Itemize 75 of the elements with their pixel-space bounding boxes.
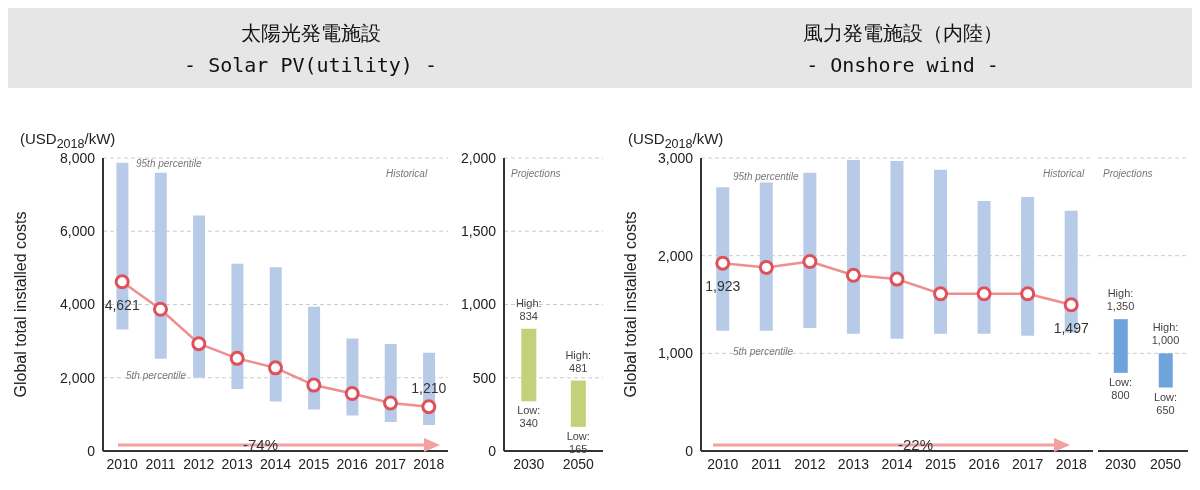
y-tick-label: 3,000	[657, 149, 694, 166]
x-tick-label: 2018	[1055, 455, 1087, 472]
annotation: Low: 340	[516, 404, 542, 431]
annotation: Historical	[386, 168, 428, 179]
y-tick-label: 8,000	[59, 149, 96, 166]
annotation: Projections	[1103, 168, 1153, 179]
data-label: 4,621	[104, 296, 140, 313]
x-tick-label: 2013	[837, 455, 870, 472]
x-tick-label: 2030	[513, 455, 545, 472]
x-tick-label: 2017	[1012, 455, 1044, 472]
data-label: 1,497	[1053, 319, 1089, 336]
annotation: Projections	[511, 168, 561, 179]
x-tick-label: 2011	[751, 455, 782, 472]
bar	[846, 159, 860, 334]
annotation: 5th percentile	[733, 346, 794, 357]
chart-title: 風力発電施設（内陸）	[801, 21, 1004, 46]
x-tick-label: 2017	[374, 455, 407, 472]
bar	[1021, 197, 1035, 336]
x-tick-label: 2011	[145, 455, 176, 472]
x-tick-label: 2030	[1104, 455, 1137, 472]
y-tick-label: 1,500	[460, 223, 497, 240]
annotation: -74%	[243, 436, 279, 453]
bar	[977, 200, 991, 334]
annotation: 95th percentile	[733, 171, 799, 182]
annotation: High: 481	[564, 348, 593, 375]
x-tick-label: 2015	[924, 455, 957, 472]
x-tick-label: 2012	[794, 455, 826, 472]
annotation: Low: 800	[1107, 375, 1134, 402]
x-tick-label: 2016	[968, 455, 1000, 472]
bar	[803, 172, 817, 328]
annotation: High: 1,350	[1105, 287, 1136, 314]
x-tick-label: 2014	[881, 455, 913, 472]
y-tick-label: 1,000	[657, 345, 694, 362]
text: (USD$_{2018}$/kW)	[628, 130, 724, 151]
y-axis-title: Global total installed costs	[11, 211, 29, 398]
chart-subtitle: - Onshore wind -	[805, 53, 1000, 77]
annotation: Historical	[1043, 168, 1085, 179]
chart-title: 太陽光発電施設	[239, 21, 382, 46]
text: (USD$_{2018}$/kW)	[20, 130, 116, 151]
data-label: 1,210	[411, 379, 447, 396]
bar	[269, 267, 282, 402]
annotation: High: 1,000	[1150, 321, 1181, 348]
y-tick-label: 0	[488, 442, 497, 459]
annotation: 5th percentile	[126, 370, 187, 381]
y-axis-title: Global total installed costs	[621, 211, 639, 398]
annotation: 95th percentile	[136, 158, 202, 169]
y-tick-label: 2,000	[59, 369, 96, 386]
annotation: Low: 650	[1152, 390, 1179, 417]
bar	[759, 182, 773, 331]
x-tick-label: 2010	[106, 455, 138, 472]
annotation: -22%	[898, 436, 934, 453]
x-tick-label: 2050	[1149, 455, 1182, 472]
x-tick-label: 2010	[707, 455, 739, 472]
y-tick-label: 4,000	[59, 296, 96, 313]
bar	[890, 160, 904, 339]
y-tick-label: 1,000	[460, 296, 497, 313]
bar	[934, 169, 948, 334]
y-tick-label: 2,000	[657, 247, 694, 264]
annotation: High: 834	[514, 296, 543, 323]
y-tick-label: 2,000	[460, 149, 497, 166]
x-tick-label: 2013	[221, 455, 253, 472]
x-tick-label: 2012	[183, 455, 215, 472]
y-tick-label: 0	[87, 442, 96, 459]
bar	[193, 215, 206, 378]
bar	[154, 172, 167, 359]
x-tick-label: 2014	[259, 455, 292, 472]
x-tick-label: 2050	[562, 455, 595, 472]
y-tick-label: 0	[685, 442, 694, 459]
chart-subtitle: - Solar PV(utility) -	[183, 53, 438, 77]
x-tick-label: 2016	[336, 455, 368, 472]
x-tick-label: 2015	[298, 455, 330, 472]
y-tick-label: 6,000	[59, 223, 96, 240]
data-label: 1,923	[705, 278, 741, 295]
y-tick-label: 500	[472, 369, 497, 386]
x-tick-label: 2018	[413, 455, 445, 472]
